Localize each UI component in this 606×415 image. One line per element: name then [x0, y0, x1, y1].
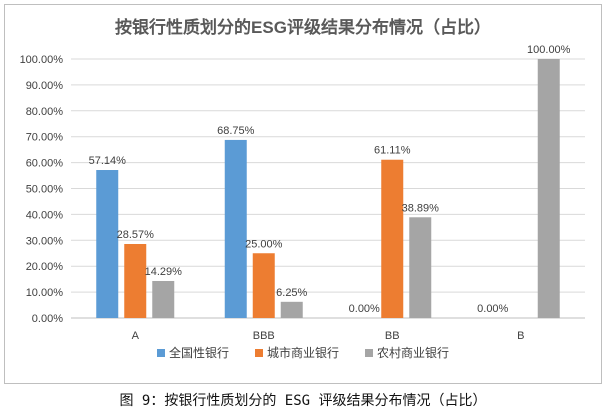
bar [280, 301, 303, 318]
x-tick-label: A [132, 330, 140, 342]
data-label: 0.00% [349, 303, 380, 315]
legend-label: 农村商业银行 [377, 345, 449, 360]
y-tick-label: 30.00% [26, 235, 64, 247]
data-label: 61.11% [374, 145, 411, 157]
y-tick-label: 100.00% [20, 54, 64, 66]
data-label: 100.00% [527, 44, 571, 56]
legend-swatch [365, 349, 373, 357]
y-tick-label: 40.00% [26, 209, 64, 221]
figure-caption: 图 9：按银行性质划分的 ESG 评级结果分布情况（占比） [119, 393, 487, 409]
data-label: 68.75% [217, 125, 255, 137]
data-label: 0.00% [477, 303, 508, 315]
bar [96, 170, 119, 318]
y-tick-label: 50.00% [26, 184, 64, 196]
bar [124, 244, 147, 318]
y-tick-label: 70.00% [26, 132, 64, 144]
y-tick-label: 90.00% [26, 80, 64, 92]
legend-swatch [255, 349, 263, 357]
data-label: 6.25% [276, 287, 307, 299]
chart-frame: 按银行性质划分的ESG评级结果分布情况（占比） 0.00% 10.00% 20.00%… [4, 4, 602, 384]
data-label: 14.29% [145, 266, 183, 278]
x-tick-label: BB [385, 330, 400, 342]
y-tick-label: 80.00% [26, 106, 64, 118]
y-tick-label: 20.00% [26, 261, 64, 273]
legend-label: 全国性银行 [169, 345, 229, 360]
bar [381, 159, 404, 318]
y-tick-label: 0.00% [32, 313, 63, 325]
data-label: 25.00% [245, 238, 283, 250]
bar [224, 139, 247, 318]
legend-label: 城市商业银行 [267, 345, 339, 360]
bar-chart: 按银行性质划分的ESG评级结果分布情况（占比） 0.00% 10.00% 20.00%… [20, 17, 585, 360]
bar [409, 217, 432, 318]
x-tick-label: BBB [253, 330, 275, 342]
x-tick-label: B [517, 330, 524, 342]
bar [152, 280, 175, 318]
bar [537, 59, 560, 318]
data-label: 38.89% [402, 202, 440, 214]
chart-title: 按银行性质划分的ESG评级结果分布情况（占比） [115, 17, 491, 37]
y-tick-label: 10.00% [26, 287, 64, 299]
y-tick-label: 60.00% [26, 158, 64, 170]
legend-swatch [157, 349, 165, 357]
bar [252, 253, 275, 318]
data-label: 28.57% [117, 229, 155, 241]
data-label: 57.14% [89, 155, 127, 167]
